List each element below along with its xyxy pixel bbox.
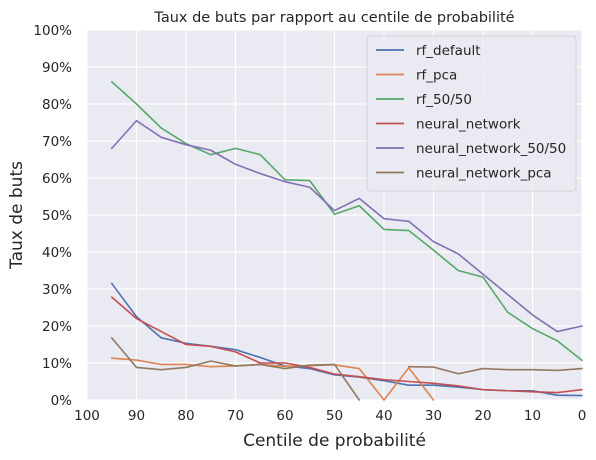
- legend-label: rf_default: [416, 43, 481, 59]
- series-line-neural-network-50-50: [110, 119, 583, 333]
- x-tick-label: 80: [177, 408, 194, 424]
- x-tick-label: 70: [227, 408, 244, 424]
- series-lines: [110, 81, 583, 401]
- legend-label: neural_network: [416, 117, 521, 133]
- x-tick-label: 0: [578, 408, 587, 424]
- y-tick-label: 50%: [42, 208, 72, 224]
- legend: rf_default rf_pca rf_50/50 neural_networkne…: [366, 35, 577, 192]
- x-tick-label: 100: [74, 408, 100, 424]
- legend-label: rf_50/50: [416, 92, 472, 108]
- y-tick-label: 10%: [42, 356, 72, 372]
- y-axis-title: Taux de buts: [7, 161, 27, 270]
- legend-label: neural_network_50/50: [416, 141, 566, 157]
- x-axis-ticks: 100 90 80 70 60 50 40 30 20 10 0: [74, 408, 586, 424]
- series-line-rf-pca: [110, 357, 435, 401]
- y-tick-label: 0%: [51, 393, 73, 409]
- x-tick-label: 60: [276, 408, 293, 424]
- x-tick-label: 40: [375, 408, 392, 424]
- x-axis-title: Centile de probabilité: [243, 431, 426, 451]
- x-tick-label: 90: [128, 408, 145, 424]
- legend-label: neural_network_pca: [416, 166, 552, 182]
- x-tick-label: 10: [524, 408, 541, 424]
- chart-title: Taux de buts par rapport au centile de p…: [153, 10, 514, 26]
- y-tick-label: 30%: [42, 282, 72, 298]
- legend-label: rf_pca: [416, 68, 457, 84]
- series-line-neural-network-pca: [110, 337, 583, 401]
- series-line-neural-network: [110, 296, 583, 394]
- y-axis-ticks: 0% 10% 20% 30% 40% 50% 60% 70% 80% 90% 100%: [33, 23, 72, 409]
- y-tick-label: 60%: [42, 171, 72, 187]
- x-tick-label: 30: [425, 408, 442, 424]
- legend-box: [366, 35, 577, 192]
- y-tick-label: 40%: [42, 245, 72, 261]
- y-tick-label: 90%: [42, 60, 72, 76]
- y-tick-label: 20%: [42, 319, 72, 335]
- y-tick-label: 100%: [33, 23, 72, 39]
- y-tick-label: 70%: [42, 134, 72, 150]
- x-tick-label: 20: [474, 408, 491, 424]
- y-tick-label: 80%: [42, 97, 72, 113]
- x-tick-label: 50: [326, 408, 343, 424]
